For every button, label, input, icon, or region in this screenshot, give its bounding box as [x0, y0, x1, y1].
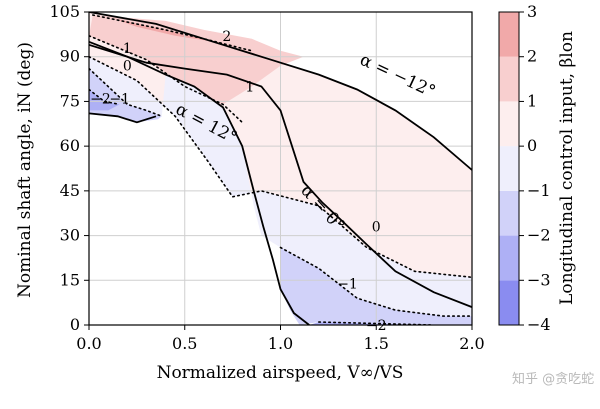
colorbar-band-3	[499, 146, 519, 191]
alpha-contour-1	[89, 43, 472, 308]
control-contour-1	[89, 35, 243, 124]
colorbar-band-5	[499, 56, 519, 102]
y-tick-label: 0	[70, 315, 80, 334]
colorbar-tick-label: 2	[527, 47, 537, 66]
control-contour-4	[279, 246, 472, 317]
y-tick-label: 90	[60, 47, 80, 66]
y-tick-label: 105	[49, 2, 80, 21]
x-ticks: 0.0 0.5 1.0 1.5 2.0	[76, 325, 485, 353]
alpha-contour-3	[89, 112, 157, 124]
x-axis-label: Normalized airspeed, V∞/VS	[157, 363, 404, 383]
colorbar-frame	[498, 11, 520, 326]
x-tick-label: 2.0	[459, 334, 484, 353]
colorbar-band-0	[499, 280, 519, 325]
colorbar-label: Longitudinal control input, βlon	[557, 31, 577, 305]
y-tick-label: 30	[60, 226, 80, 245]
y-tick-label: 45	[60, 181, 80, 200]
control-contour-0	[92, 14, 253, 52]
region-level-minus3-to-minus2	[89, 89, 120, 111]
contour-label-6: 0	[372, 220, 381, 236]
colorbar-tick-label: −3	[527, 270, 551, 289]
contour-label-1: 0	[123, 59, 132, 75]
control-contour-5	[89, 88, 121, 106]
x-tick-label: 1.5	[364, 334, 389, 353]
colorbar-band-6	[499, 12, 519, 57]
control-contour-2	[89, 55, 472, 279]
y-ticks: 0 15 30 45 60 75 90 105	[49, 2, 89, 334]
y-tick-label: 15	[60, 270, 80, 289]
alpha-contour-0	[89, 12, 472, 171]
contour-label-7: −1	[337, 276, 358, 292]
colorbar-band-1	[499, 235, 519, 281]
alpha-contours	[89, 12, 472, 325]
colorbar-tick-label: 1	[527, 91, 537, 110]
colorbar-tick-label: 3	[527, 2, 537, 21]
contour-label-5: 1	[245, 80, 254, 96]
y-tick-label: 75	[60, 91, 80, 110]
y-tick-label: 60	[60, 136, 80, 155]
contour-label-0: 1	[123, 41, 132, 57]
colorbar: −4 −3 −2 −1 0 1 2 3	[498, 2, 551, 334]
colorbar-tick-label: −4	[527, 315, 551, 334]
contour-label-3: −2	[90, 91, 111, 107]
colorbar-tick-label: 0	[527, 136, 537, 155]
region-level-1-to-2	[89, 15, 304, 120]
x-tick-label: 1.0	[268, 334, 293, 353]
colorbar-tick-label: −1	[527, 181, 551, 200]
watermark: 知乎 @贪吃蛇	[512, 371, 594, 387]
colorbar-band-4	[499, 101, 519, 147]
y-axis-label: Nominal shaft angle, iN (deg)	[15, 42, 35, 298]
colorbar-tick-label: −2	[527, 226, 551, 245]
region-level-minus2-to-minus1-b	[280, 247, 472, 325]
colorbar-band-2	[499, 190, 519, 236]
alpha-contour-2	[89, 40, 310, 325]
x-tick-label: 0.5	[172, 334, 197, 353]
contour-label-4: 2	[222, 29, 231, 45]
x-tick-label: 0.0	[76, 334, 101, 353]
contour-label-2: −1	[109, 91, 130, 107]
